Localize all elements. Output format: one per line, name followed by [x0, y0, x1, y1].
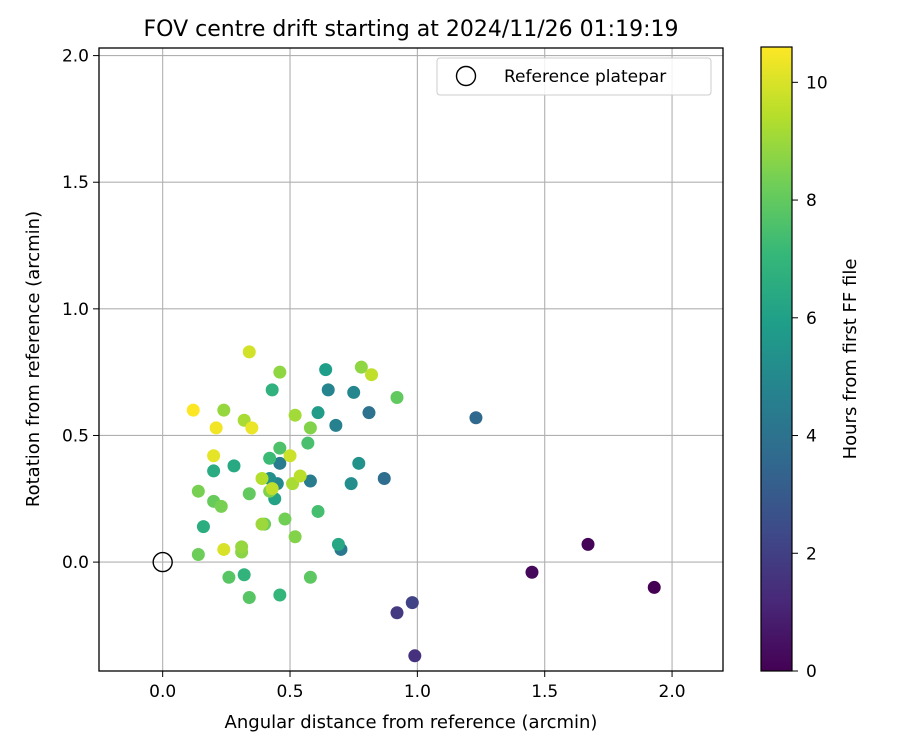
- scatter-point: [186, 403, 200, 417]
- scatter-point: [331, 537, 345, 551]
- scatter-point: [207, 449, 221, 463]
- scatter-point: [405, 596, 419, 610]
- legend-box: [436, 57, 712, 96]
- scatter-point: [377, 472, 391, 486]
- scatter-point: [581, 537, 595, 551]
- scatter-point: [321, 383, 335, 397]
- scatter-point: [303, 570, 317, 584]
- scatter-point: [647, 580, 661, 594]
- scatter-point: [209, 421, 223, 435]
- scatter-point: [207, 464, 221, 478]
- scatter-point: [354, 360, 368, 374]
- scatter-point: [273, 441, 287, 455]
- colorbar-label: Hours from first FF file: [840, 259, 861, 460]
- scatter-point: [288, 530, 302, 544]
- y-axis-ticks: 0.0 0.5 1.0 1.5 2.0: [62, 47, 99, 573]
- colorbar-tick-label: 10: [806, 73, 828, 93]
- scatter-point: [217, 403, 231, 417]
- x-tick-label: 0.5: [276, 682, 303, 702]
- scatter-point: [265, 482, 279, 496]
- x-axis-ticks: 0.0 0.5 1.0 1.5 2.0: [149, 671, 686, 702]
- scatter-point: [352, 456, 366, 470]
- scatter-point: [288, 408, 302, 422]
- reference-platepar-marker: [152, 551, 173, 573]
- plot-frame: [98, 47, 724, 672]
- colorbar-tick-label: 0: [806, 662, 817, 682]
- colorbar-ticks: 0 2 4 6 8 10: [792, 73, 828, 682]
- grid: [99, 48, 723, 671]
- scatter-point: [303, 421, 317, 435]
- legend: Reference platepar: [436, 57, 712, 96]
- reference-marker-group: [152, 551, 173, 573]
- legend-label-reference: Reference platepar: [504, 67, 666, 87]
- scatter-point: [293, 469, 307, 483]
- x-tick-label: 1.0: [404, 682, 431, 702]
- data-points: [186, 345, 661, 663]
- scatter-point: [273, 456, 287, 470]
- scatter-point: [347, 385, 361, 399]
- colorbar: [760, 46, 793, 672]
- scatter-point: [283, 449, 297, 463]
- x-axis-label: Angular distance from reference (arcmin): [225, 712, 598, 733]
- scatter-point: [217, 542, 231, 556]
- scatter-point: [301, 436, 315, 450]
- y-tick-label: 1.0: [62, 300, 89, 320]
- scatter-point: [273, 588, 287, 602]
- x-tick-label: 1.5: [531, 682, 558, 702]
- colorbar-tick-label: 8: [806, 191, 817, 211]
- y-tick-label: 0.0: [62, 553, 89, 573]
- scatter-point: [227, 459, 241, 473]
- colorbar-tick-label: 4: [806, 427, 817, 447]
- chart-title: FOV centre drift starting at 2024/11/26 …: [144, 17, 679, 42]
- scatter-point: [214, 499, 228, 513]
- scatter-point: [263, 451, 277, 465]
- scatter-point: [191, 484, 205, 498]
- colorbar-tick-label: 6: [806, 309, 817, 329]
- scatter-point: [469, 411, 483, 425]
- scatter-point: [362, 406, 376, 420]
- x-tick-label: 2.0: [659, 682, 686, 702]
- scatter-point: [237, 568, 251, 582]
- scatter-point: [311, 504, 325, 518]
- scatter-point: [222, 570, 236, 584]
- scatter-point: [273, 365, 287, 379]
- scatter-point: [311, 406, 325, 420]
- scatter-point: [242, 591, 256, 605]
- scatter-point: [255, 517, 269, 531]
- y-tick-label: 2.0: [62, 47, 89, 67]
- scatter-point: [278, 512, 292, 526]
- scatter-point: [255, 472, 269, 486]
- scatter-point: [242, 487, 256, 501]
- scatter-point: [365, 368, 379, 382]
- scatter-point: [235, 540, 249, 554]
- scatter-point: [242, 345, 256, 359]
- scatter-point: [319, 363, 333, 377]
- legend-reference-marker: [455, 65, 477, 87]
- scatter-point: [265, 383, 279, 397]
- scatter-point: [329, 418, 343, 432]
- scatter-point: [525, 565, 539, 579]
- x-tick-label: 0.0: [149, 682, 176, 702]
- scatter-point: [303, 474, 317, 488]
- scatter-point: [390, 606, 404, 620]
- scatter-point: [191, 548, 205, 562]
- scatter-point: [245, 421, 259, 435]
- y-tick-label: 0.5: [62, 426, 89, 446]
- y-tick-label: 1.5: [62, 173, 89, 193]
- colorbar-tick-label: 2: [806, 544, 817, 564]
- scatter-point: [408, 649, 422, 663]
- scatter-point: [390, 390, 404, 404]
- scatter-point: [196, 520, 210, 534]
- y-axis-label: Rotation from reference (arcmin): [23, 211, 44, 507]
- scatter-point: [344, 477, 358, 491]
